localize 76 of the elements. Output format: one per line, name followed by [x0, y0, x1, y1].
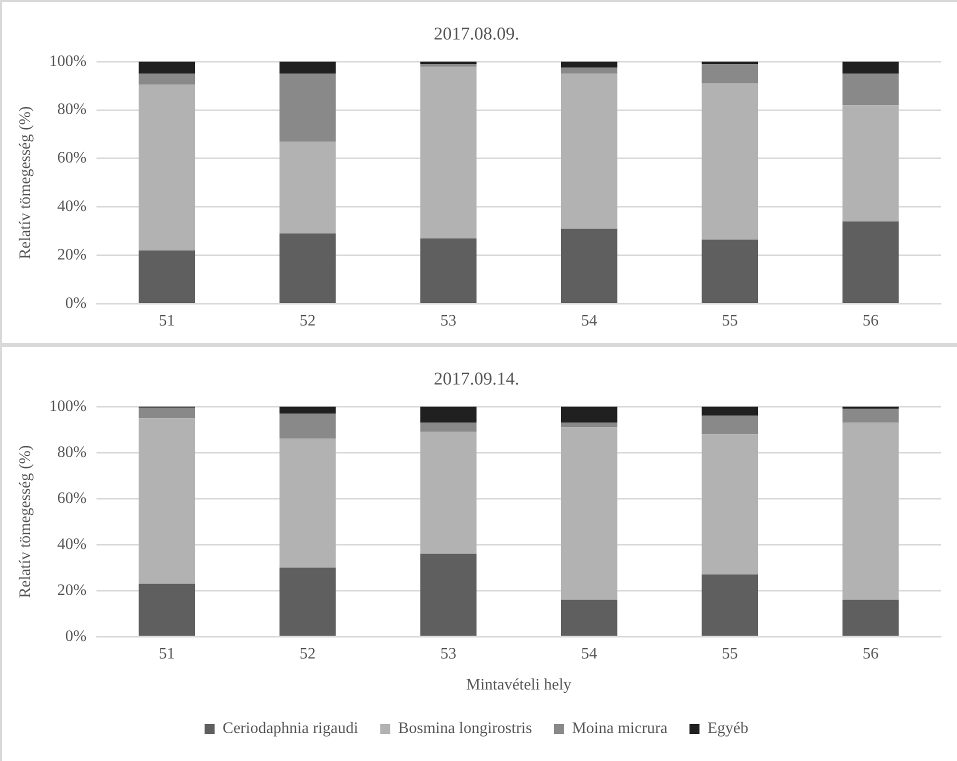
bar — [420, 406, 477, 423]
y-axis-title: Relatív tömegesség (%) — [16, 106, 34, 260]
y-tick-label: 100% — [49, 398, 87, 415]
bar — [842, 74, 899, 106]
bar — [420, 422, 477, 432]
bar — [702, 406, 758, 416]
bar — [279, 406, 336, 414]
x-tick-label: 53 — [440, 312, 456, 330]
bar — [842, 105, 899, 222]
bar — [560, 74, 618, 229]
bar — [138, 84, 196, 251]
x-tick-label: 52 — [300, 645, 316, 662]
bar — [702, 83, 758, 240]
x-axis-title: Mintavételi hely — [466, 676, 572, 694]
x-tick-label: 51 — [158, 645, 175, 662]
bar — [138, 418, 196, 584]
bar — [842, 600, 899, 636]
bar — [279, 62, 336, 74]
chart-title: 2017.09.14. — [434, 368, 520, 389]
x-tick-label: 55 — [722, 645, 738, 662]
x-tick-label: 54 — [581, 312, 598, 330]
y-tick-label: 60% — [57, 490, 87, 507]
x-tick-label: 56 — [862, 645, 879, 662]
bar — [279, 234, 336, 304]
y-tick-label: 40% — [57, 536, 87, 553]
bar — [702, 240, 758, 304]
bar — [560, 427, 618, 600]
chart-title: 2017.08.09. — [434, 24, 520, 44]
y-tick-label: 80% — [57, 444, 87, 461]
legend-label: Moina micrura — [572, 720, 668, 738]
bar — [560, 600, 618, 636]
bar — [138, 584, 196, 636]
x-tick-label: 53 — [440, 645, 456, 662]
y-axis-title: Relatív tömegesség (%) — [16, 445, 34, 598]
bar — [560, 228, 618, 304]
bar — [138, 74, 196, 85]
bar — [279, 438, 336, 568]
bar — [420, 432, 477, 554]
y-tick-label: 100% — [49, 52, 87, 70]
bar — [560, 68, 618, 74]
x-tick-label: 51 — [158, 312, 175, 330]
legend-label: Egyéb — [707, 720, 748, 738]
bar — [420, 238, 477, 304]
bar — [138, 62, 196, 74]
bar — [279, 414, 336, 439]
bar — [842, 62, 899, 74]
bar — [560, 406, 618, 423]
y-tick-label: 40% — [57, 198, 87, 216]
bar — [420, 66, 477, 238]
bar — [560, 62, 618, 68]
bar — [842, 221, 899, 304]
legend-label: Bosmina longirostris — [398, 720, 532, 738]
bar — [842, 408, 899, 423]
y-tick-label: 20% — [57, 582, 87, 599]
x-tick-label: 54 — [581, 645, 598, 662]
bar — [279, 74, 336, 142]
y-tick-label: 20% — [57, 246, 87, 264]
bar — [702, 434, 758, 574]
y-tick-label: 80% — [57, 101, 87, 118]
y-tick-label: 0% — [65, 295, 87, 312]
x-tick-label: 52 — [300, 312, 316, 330]
bar — [702, 574, 758, 636]
bar — [279, 568, 336, 636]
y-tick-label: 60% — [57, 150, 87, 167]
bar — [560, 422, 618, 428]
bar — [138, 408, 196, 418]
y-tick-label: 0% — [65, 628, 87, 645]
bar — [420, 554, 477, 636]
bar — [138, 250, 196, 304]
x-tick-label: 56 — [862, 312, 879, 330]
x-tick-label: 55 — [722, 312, 738, 330]
legend-label: Ceriodaphnia rigaudi — [222, 720, 359, 738]
bar — [702, 64, 758, 84]
bar — [842, 422, 899, 600]
bar — [279, 142, 336, 234]
bar — [702, 416, 758, 434]
